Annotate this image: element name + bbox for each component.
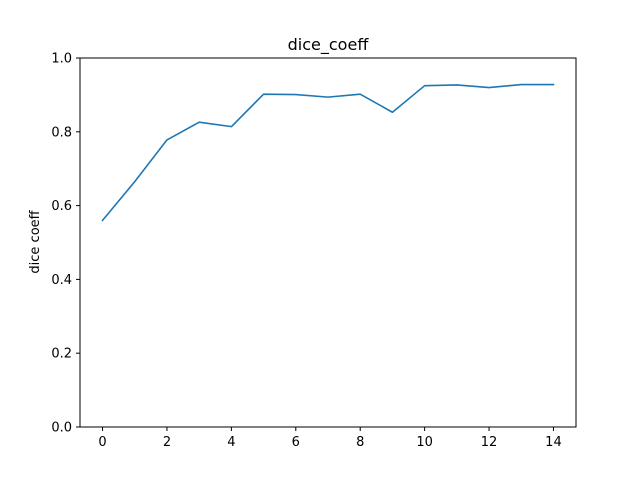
plot-frame [79,57,577,428]
x-tick-label: 4 [227,435,235,450]
chart-title: dice_coeff [288,35,370,55]
series-line [101,83,555,222]
y-tick-label: 0.8 [51,125,72,140]
axis-ticks: 0 2 4 6 8 10 12 14 0.0 0.2 0.4 0.6 0.8 1.0 [51,52,561,451]
plot-series [101,83,555,222]
x-tick-label: 14 [545,435,562,450]
x-tick-label: 8 [356,435,364,450]
x-tick-label: 0 [98,435,106,450]
x-tick-label: 12 [481,435,498,450]
y-tick-label: 1.0 [51,52,72,67]
y-tick-label: 0.0 [51,421,72,436]
y-tick-label: 0.4 [51,273,72,288]
x-tick-label: 2 [163,435,171,450]
y-tick-label: 0.2 [51,347,72,362]
y-tick-label: 0.6 [51,199,72,214]
x-tick-label: 10 [416,435,433,450]
y-axis-label: dice coeff [28,209,43,273]
x-tick-label: 6 [292,435,300,450]
